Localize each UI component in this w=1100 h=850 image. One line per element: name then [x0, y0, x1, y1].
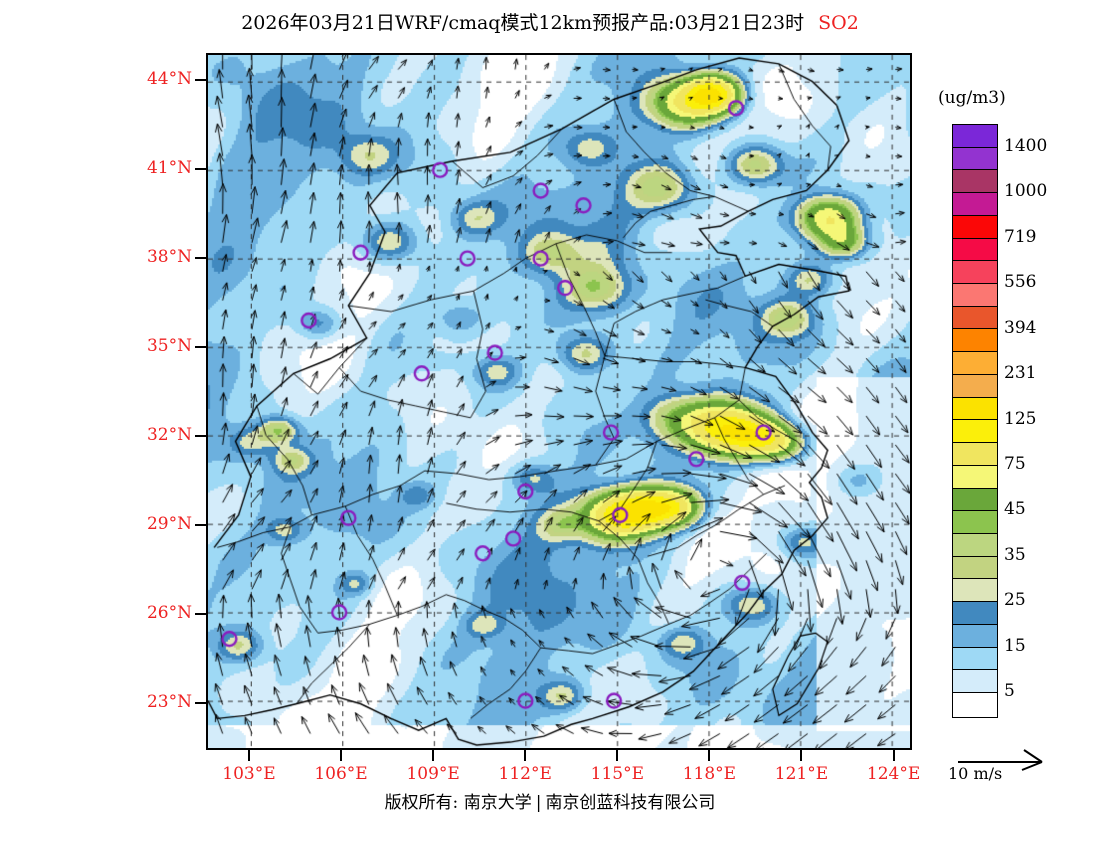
colorbar-band-9[interactable]	[953, 329, 997, 353]
colorbar-tick-394: 394	[1004, 317, 1037, 338]
colorbar-tick-1400: 1400	[1004, 135, 1048, 156]
lat-tick-mark	[195, 612, 206, 615]
lat-tick-mark	[195, 434, 206, 437]
colorbar-tick-719: 719	[1004, 226, 1037, 247]
lon-tick-label-118°E: 118°E	[682, 764, 737, 784]
colorbar[interactable]	[952, 124, 998, 718]
colorbar-band-3[interactable]	[953, 193, 997, 216]
lat-tick-mark	[195, 167, 206, 170]
colorbar-band-22[interactable]	[953, 624, 997, 648]
colorbar-band-2[interactable]	[953, 170, 997, 194]
lon-tick-label-124°E: 124°E	[866, 764, 921, 784]
colorbar-units-label: (ug/m3)	[938, 88, 1006, 108]
colorbar-tick-15: 15	[1004, 635, 1026, 656]
colorbar-band-6[interactable]	[953, 261, 997, 285]
lon-tick-mark	[340, 750, 343, 761]
lat-tick-mark	[195, 523, 206, 526]
lon-tick-label-103°E: 103°E	[222, 764, 276, 784]
colorbar-band-12[interactable]	[953, 397, 997, 421]
footer-company: 南京创蓝科技有限公司	[545, 793, 716, 813]
colorbar-tick-25: 25	[1004, 590, 1026, 611]
lon-tick-label-109°E: 109°E	[406, 764, 460, 784]
lon-tick-label-115°E: 115°E	[590, 764, 644, 784]
colorbar-band-18[interactable]	[953, 533, 997, 557]
colorbar-band-20[interactable]	[953, 579, 997, 603]
colorbar-band-25[interactable]	[953, 692, 997, 716]
colorbar-tick-75: 75	[1004, 453, 1026, 474]
lon-tick-mark	[800, 750, 803, 761]
lat-tick-mark	[195, 78, 206, 81]
lon-tick-label-106°E: 106°E	[314, 764, 368, 784]
colorbar-band-10[interactable]	[953, 352, 997, 375]
colorbar-tick-231: 231	[1004, 363, 1037, 384]
lat-tick-label-35°N: 35°N	[146, 335, 192, 356]
lat-tick-mark	[195, 345, 206, 348]
colorbar-tick-1000: 1000	[1004, 181, 1048, 202]
lon-tick-mark	[432, 750, 435, 761]
colorbar-band-0[interactable]	[953, 125, 997, 148]
title-species-label: SO2	[818, 12, 859, 34]
lon-tick-mark	[616, 750, 619, 761]
lon-tick-label-121°E: 121°E	[774, 764, 829, 784]
lat-tick-label-23°N: 23°N	[146, 691, 192, 712]
colorbar-band-16[interactable]	[953, 488, 997, 512]
colorbar-band-23[interactable]	[953, 647, 997, 671]
colorbar-band-19[interactable]	[953, 556, 997, 580]
colorbar-tick-125: 125	[1004, 408, 1037, 429]
map-plot-area[interactable]	[206, 53, 912, 750]
footer-separator: |	[535, 793, 542, 813]
colorbar-band-13[interactable]	[953, 420, 997, 444]
colorbar-band-24[interactable]	[953, 670, 997, 693]
lon-tick-mark	[524, 750, 527, 761]
colorbar-band-8[interactable]	[953, 306, 997, 330]
copyright-footer: 版权所有: 南京大学 | 南京创蓝科技有限公司	[0, 788, 1100, 813]
colorbar-band-14[interactable]	[953, 443, 997, 466]
colorbar-band-17[interactable]	[953, 511, 997, 534]
colorbar-band-11[interactable]	[953, 374, 997, 398]
lat-tick-label-26°N: 26°N	[146, 602, 192, 623]
colorbar-band-4[interactable]	[953, 215, 997, 239]
lat-tick-mark	[195, 256, 206, 259]
colorbar-band-1[interactable]	[953, 147, 997, 171]
colorbar-band-7[interactable]	[953, 284, 997, 307]
colorbar-tick-556: 556	[1004, 272, 1037, 293]
colorbar-band-21[interactable]	[953, 602, 997, 625]
lat-tick-label-29°N: 29°N	[146, 513, 192, 534]
colorbar-band-15[interactable]	[953, 465, 997, 489]
lat-tick-label-41°N: 41°N	[146, 157, 192, 178]
title-main-text: 2026年03月21日WRF/cmaq模式12km预报产品:03月21日23时	[241, 12, 805, 34]
lat-tick-label-44°N: 44°N	[146, 68, 192, 89]
wind-scale-label: 10 m/s	[948, 764, 1003, 783]
wind-arrow-icon	[958, 749, 1043, 771]
lon-tick-label-112°E: 112°E	[498, 764, 552, 784]
so2-concentration-map[interactable]	[208, 55, 910, 748]
page-title: 2026年03月21日WRF/cmaq模式12km预报产品:03月21日23时 S…	[0, 8, 1100, 35]
colorbar-tick-45: 45	[1004, 499, 1026, 520]
lon-tick-mark	[247, 750, 250, 761]
colorbar-band-5[interactable]	[953, 238, 997, 262]
lat-tick-label-38°N: 38°N	[146, 246, 192, 267]
lat-tick-label-32°N: 32°N	[146, 424, 192, 445]
lat-tick-mark	[195, 701, 206, 704]
lon-tick-mark	[708, 750, 711, 761]
colorbar-tick-35: 35	[1004, 544, 1026, 565]
colorbar-tick-5: 5	[1004, 681, 1015, 702]
footer-owner: 版权所有: 南京大学	[384, 793, 532, 813]
lon-tick-mark	[892, 750, 895, 761]
